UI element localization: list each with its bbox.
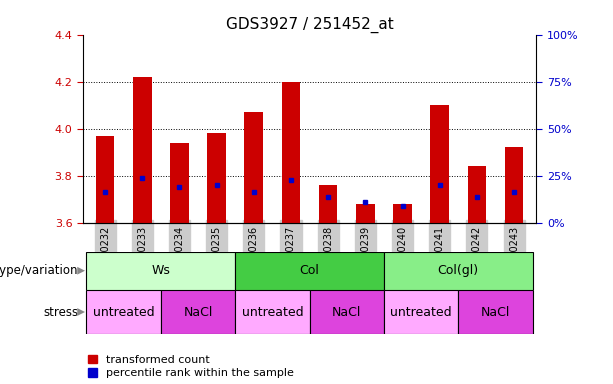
Bar <box>430 105 449 223</box>
Bar <box>468 166 486 223</box>
Text: untreated: untreated <box>93 306 154 318</box>
Text: stress: stress <box>43 306 78 318</box>
Bar <box>393 204 412 223</box>
Bar <box>459 290 533 334</box>
Bar <box>86 290 161 334</box>
Bar <box>384 252 533 290</box>
Text: NaCl: NaCl <box>332 306 362 318</box>
Text: Col: Col <box>300 264 319 277</box>
Bar <box>356 204 375 223</box>
Legend: transformed count, percentile rank within the sample: transformed count, percentile rank withi… <box>88 355 294 379</box>
Bar <box>207 133 226 223</box>
Bar <box>310 290 384 334</box>
Bar <box>282 82 300 223</box>
Bar <box>235 252 384 290</box>
Bar <box>245 112 263 223</box>
Bar <box>319 185 337 223</box>
Bar <box>384 290 459 334</box>
Bar <box>96 136 115 223</box>
Text: genotype/variation: genotype/variation <box>0 264 78 277</box>
Bar <box>235 290 310 334</box>
Text: Col(gl): Col(gl) <box>438 264 479 277</box>
Bar <box>133 77 151 223</box>
Title: GDS3927 / 251452_at: GDS3927 / 251452_at <box>226 17 394 33</box>
Bar <box>161 290 235 334</box>
Bar <box>170 143 189 223</box>
Text: untreated: untreated <box>242 306 303 318</box>
Bar <box>86 252 235 290</box>
Text: untreated: untreated <box>390 306 452 318</box>
Text: NaCl: NaCl <box>481 306 510 318</box>
Text: Ws: Ws <box>151 264 170 277</box>
Bar <box>504 147 524 223</box>
Text: NaCl: NaCl <box>183 306 213 318</box>
